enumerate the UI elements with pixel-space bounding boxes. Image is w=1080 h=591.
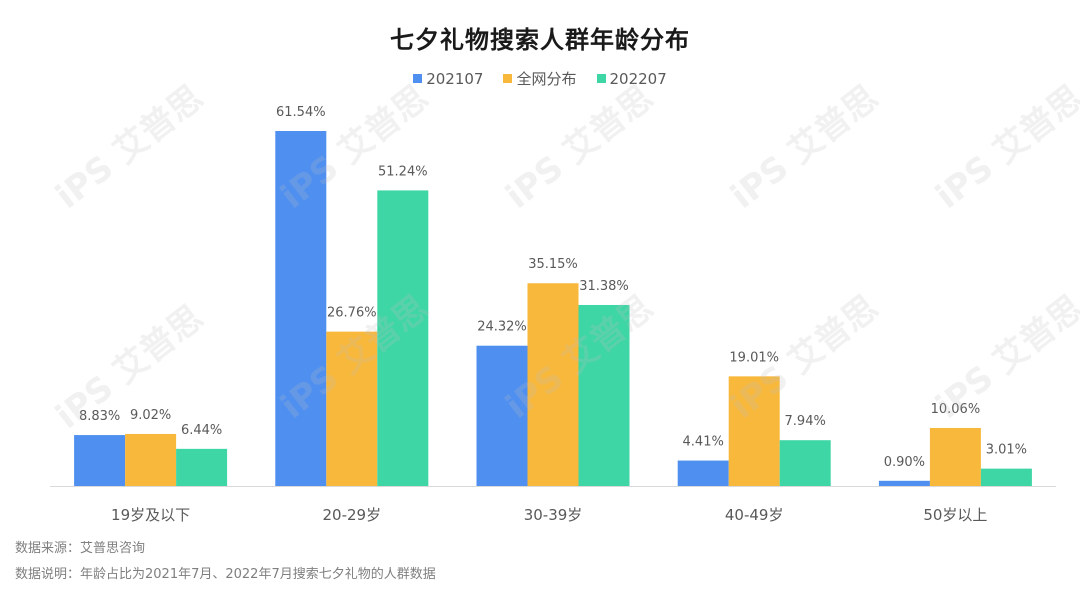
data-label: 6.44% [181,423,222,438]
legend-label-202207: 202207 [609,69,667,88]
data-note: 数据说明：年龄占比为2021年7月、2022年7月搜索七夕礼物的人群数据 [15,567,436,582]
bar [929,427,981,486]
data-label: 51.24% [378,164,428,179]
bar [377,190,429,487]
data-label: 26.76% [327,306,377,321]
data-label: 61.54% [276,105,326,120]
source-note: 数据来源：艾普思咨询 [15,541,146,556]
legend-swatch-202207 [596,74,606,83]
data-label: 9.02% [130,408,171,423]
data-label: 0.90% [884,455,925,470]
legend-swatch-network [503,74,513,83]
data-label: 4.41% [683,435,724,450]
data-label: 7.94% [785,414,826,429]
legend-label-network: 全网分布 [516,70,577,88]
data-label: 8.83% [79,409,120,424]
bar [677,460,729,486]
bar [275,131,327,486]
bar [326,331,378,486]
bar [176,448,228,486]
legend-swatch-202107 [413,74,423,83]
legend-item-202107: 202107 [413,68,483,89]
x-tick-label: 40-49岁 [725,506,784,524]
bar [74,435,126,486]
legend: 202107 全网分布 202207 [0,68,1080,89]
bar [125,433,177,486]
bar [878,480,930,486]
data-label: 35.15% [528,257,578,272]
legend-label-202107: 202107 [426,69,484,88]
bar [728,376,780,486]
data-label: 3.01% [986,443,1027,458]
legend-item-network: 全网分布 [503,68,577,89]
data-label: 31.38% [579,279,629,294]
chart-title: 七夕礼物搜索人群年龄分布 [390,26,690,54]
bar [476,345,528,486]
x-tick-label: 19岁及以下 [111,506,190,524]
x-tick-label: 30-39岁 [524,506,583,524]
bar [980,468,1032,486]
x-tick-label: 50岁以上 [923,506,987,524]
data-label: 24.32% [477,320,527,335]
data-label: 10.06% [931,402,981,417]
bar [527,283,579,486]
x-tick-label: 20-29岁 [323,506,382,524]
bar [578,304,630,486]
bar [779,440,831,486]
data-label: 19.01% [729,350,779,365]
legend-item-202207: 202207 [596,68,667,89]
